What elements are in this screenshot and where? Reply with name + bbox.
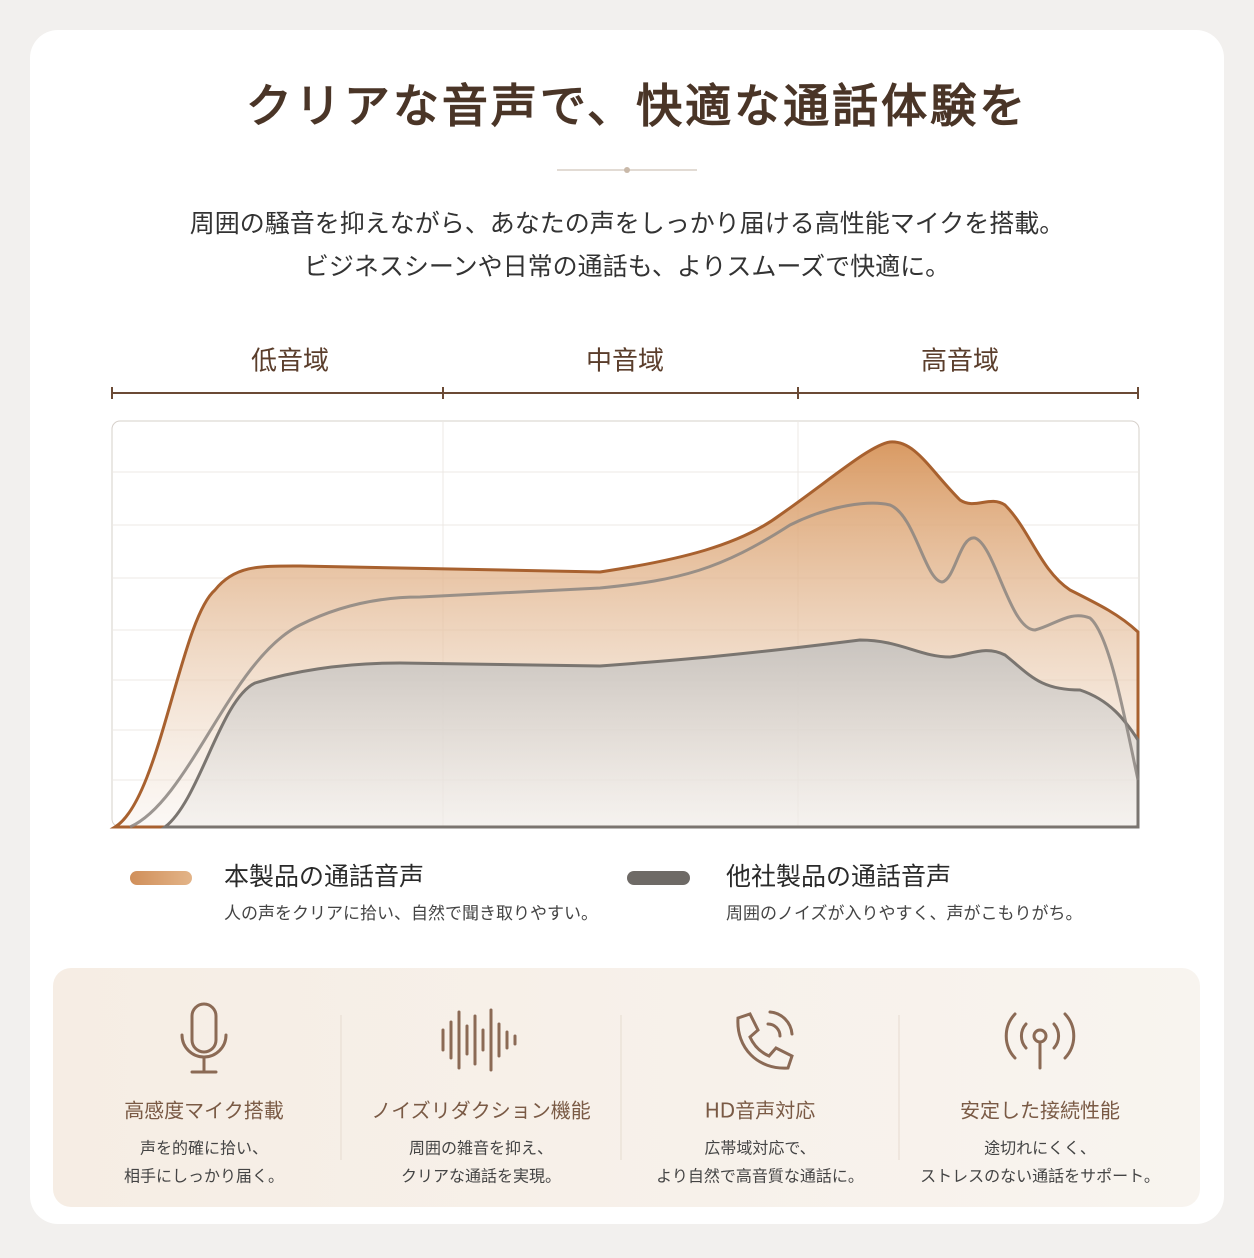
band-label: 高音域 (921, 347, 999, 377)
subtitle: 周囲の騒音を抑えながら、あなたの声をしっかり届ける高性能マイクを搭載。 (190, 209, 1065, 238)
legend-name: 他社製品の通話音声 (726, 862, 951, 891)
divider-dot (624, 167, 630, 173)
feature-text: 周囲の雑音を抑え、 (409, 1139, 553, 1158)
legend-swatch (627, 871, 690, 885)
wave-icon (441, 1008, 517, 1072)
legend-description: 周囲のノイズが入りやすく、声がこもりがち。 (726, 904, 1083, 924)
feature-title: HD音声対応 (705, 1099, 815, 1123)
feature-text: クリアな通話を実現。 (401, 1167, 561, 1186)
feature-panel (53, 968, 1200, 1207)
feature-text: 声を的確に拾い、 (140, 1139, 268, 1158)
feature-text: ストレスのない通話をサポート。 (920, 1167, 1160, 1186)
feature-text: 広帯域対応で、 (704, 1139, 815, 1158)
legend-name: 本製品の通話音声 (224, 862, 424, 891)
feature-title: ノイズリダクション機能 (371, 1099, 590, 1123)
legend-swatch (130, 871, 192, 885)
chart (109, 420, 1140, 829)
feature-text: 途切れにくく、 (984, 1139, 1096, 1158)
band-label: 低音域 (251, 347, 329, 377)
feature-text: 相手にしっかり届く。 (124, 1167, 284, 1186)
legend-description: 人の声をクリアに拾い、自然で聞き取りやすい。 (224, 904, 598, 924)
feature-title: 高感度マイク搭載 (124, 1099, 284, 1123)
band-bracket (111, 387, 1139, 399)
band-label: 中音域 (586, 347, 664, 377)
feature-dividers (340, 1015, 900, 1160)
subtitle: ビジネスシーンや日常の通話も、よりスムーズで快適に。 (304, 252, 950, 281)
mic-icon (180, 1002, 228, 1074)
feature-title: 安定した接続性能 (960, 1099, 1120, 1123)
signal-icon (1004, 1012, 1076, 1070)
title: クリアな音声で、快適な通話体験を (246, 79, 1028, 133)
feature-text: より自然で高音質な通話に。 (656, 1167, 864, 1186)
phone-icon (736, 1010, 794, 1070)
